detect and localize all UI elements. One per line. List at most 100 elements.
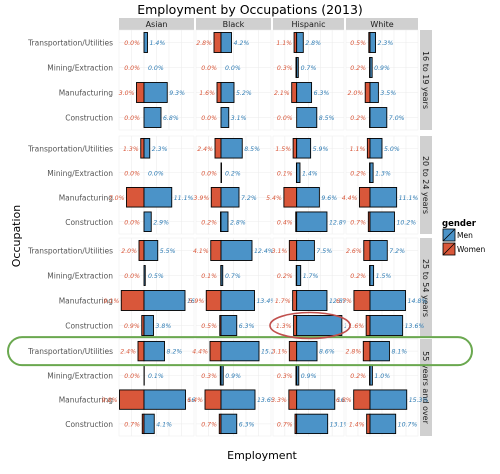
bar-women <box>213 32 222 53</box>
bar-women <box>288 340 298 362</box>
data-label-men: 2.9% <box>153 219 169 226</box>
data-label-men: 11.1% <box>399 195 419 202</box>
bar-men <box>296 82 313 103</box>
data-label-women: 2.0% <box>121 248 137 255</box>
bar-women <box>209 340 222 362</box>
bar-men <box>143 340 165 362</box>
y-tick-label: Transportation/Utilities <box>27 347 113 356</box>
bar-women <box>358 186 371 208</box>
data-label-men: 6.3% <box>314 90 330 97</box>
bar-women <box>362 340 371 362</box>
bar-women <box>137 340 145 362</box>
bar-men <box>296 290 328 311</box>
bar-men <box>220 240 253 261</box>
bar-men <box>369 389 408 410</box>
data-label-women: 3.9% <box>194 195 210 202</box>
column-strip-asian <box>119 18 194 30</box>
x-axis-label: Employment <box>227 449 297 462</box>
data-label-women: 0.2% <box>277 273 293 280</box>
data-label-women: 3.0% <box>119 90 135 97</box>
data-label-men: 8.6% <box>319 349 335 356</box>
data-label-women: 3.3% <box>271 397 287 404</box>
data-label-men: 0.0% <box>225 65 241 72</box>
bar-men <box>220 137 243 159</box>
data-label-women: 2.1% <box>274 90 290 97</box>
bar-men <box>369 315 404 336</box>
data-label-women: 1.3% <box>276 323 292 330</box>
data-label-women: 0.3% <box>277 373 293 380</box>
bar-men <box>220 107 230 128</box>
data-label-men: 6.8% <box>163 115 179 122</box>
row-strip-16-to-19-years <box>420 30 432 130</box>
data-label-women: 2.4% <box>197 146 213 153</box>
bar-men <box>369 365 373 386</box>
data-label-women: 0.0% <box>124 373 140 380</box>
data-label-men: 12.4% <box>254 248 274 255</box>
data-label-women: 0.9% <box>124 323 140 330</box>
bar-men <box>369 240 388 261</box>
data-label-women: 0.0% <box>124 40 140 47</box>
data-label-men: 12.8% <box>329 219 349 226</box>
data-label-men: 0.9% <box>374 65 390 72</box>
legend-label-men: Men <box>457 231 473 240</box>
data-label-men: 8.5% <box>244 146 260 153</box>
data-label-women: 2.4% <box>120 349 136 356</box>
bar-men <box>369 413 397 435</box>
y-tick-label: Manufacturing <box>59 193 114 202</box>
data-label-women: 0.0% <box>124 273 140 280</box>
bar-women <box>292 290 298 311</box>
bar-women <box>365 315 371 336</box>
data-label-women: 0.0% <box>201 170 217 177</box>
bar-men <box>369 211 395 232</box>
data-label-men: 6.3% <box>239 323 255 330</box>
bar-men <box>143 211 152 232</box>
data-label-men: 15.2% <box>261 349 281 356</box>
data-label-men: 2.8% <box>230 219 246 226</box>
bar-men <box>220 340 260 362</box>
bar-men <box>369 32 376 53</box>
data-label-men: 11.1% <box>174 195 194 202</box>
bar-men <box>143 240 159 261</box>
y-tick-label: Mining/Extraction <box>47 64 113 73</box>
y-tick-label: Construction <box>65 420 113 429</box>
data-label-women: 0.7% <box>201 421 217 428</box>
bar-men <box>143 389 186 410</box>
chart-legend: gender Men Women <box>442 219 485 256</box>
bar-men <box>369 265 375 286</box>
data-label-men: 0.9% <box>301 373 317 380</box>
legend-swatch-women-slash <box>442 242 456 256</box>
y-tick-label: Mining/Extraction <box>47 272 113 281</box>
column-strip-label: Asian <box>146 20 168 29</box>
bar-women <box>353 290 371 311</box>
data-label-men: 5.9% <box>313 146 329 153</box>
data-label-men: 2.3% <box>152 146 168 153</box>
bar-women <box>214 137 222 159</box>
y-tick-label: Mining/Extraction <box>47 371 113 380</box>
bar-women <box>140 137 145 159</box>
bar-women <box>363 240 371 261</box>
data-label-men: 4.2% <box>234 40 250 47</box>
bar-men <box>296 265 302 286</box>
column-strip-hispanic <box>273 18 344 30</box>
data-label-women: 0.2% <box>350 170 366 177</box>
data-label-women: 9.1% <box>104 298 120 305</box>
bar-men <box>143 290 186 311</box>
data-label-men: 3.8% <box>156 323 172 330</box>
data-label-men: 1.4% <box>302 170 318 177</box>
data-label-women: 2.0% <box>347 90 363 97</box>
bar-women <box>288 389 298 410</box>
bar-men <box>296 162 301 183</box>
column-strip-label: Black <box>223 20 245 29</box>
column-strip-white <box>346 18 418 30</box>
data-label-men: 7.5% <box>316 248 332 255</box>
row-strip-label: 20 to 24 years <box>421 156 430 214</box>
y-tick-label: Transportation/Utilities <box>27 247 113 256</box>
bar-women <box>364 82 371 103</box>
data-label-men: 7.0% <box>389 115 405 122</box>
data-label-women: 0.1% <box>201 273 217 280</box>
bar-men <box>369 137 383 159</box>
data-label-men: 2.8% <box>305 40 321 47</box>
data-label-men: 9.6% <box>321 195 337 202</box>
data-label-women: 0.2% <box>350 273 366 280</box>
data-label-men: 1.5% <box>376 273 392 280</box>
